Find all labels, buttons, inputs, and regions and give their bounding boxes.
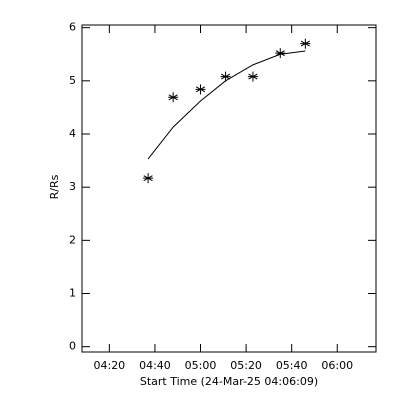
x-tick-label: 06:00	[321, 359, 353, 372]
data-point	[143, 173, 154, 184]
x-tick-label: 05:20	[230, 359, 262, 372]
data-point	[247, 71, 258, 82]
y-axis-label: R/Rs	[48, 174, 61, 199]
x-tick-label: 05:40	[276, 359, 308, 372]
data-point	[275, 48, 286, 59]
data-point	[220, 71, 231, 82]
y-tick-label: 6	[69, 21, 76, 34]
plot-frame	[81, 24, 377, 353]
fit-line	[147, 50, 306, 160]
y-tick-label: 3	[69, 180, 76, 193]
x-tick-label: 04:40	[139, 359, 171, 372]
y-tick-label: 2	[69, 233, 76, 246]
y-tick-label: 4	[69, 127, 76, 140]
y-tick-label: 5	[69, 74, 76, 87]
data-point	[168, 92, 179, 103]
y-tick-label: 1	[69, 287, 76, 300]
data-point	[195, 84, 206, 95]
x-tick-label: 04:20	[93, 359, 125, 372]
x-axis-label: Start Time (24-Mar-25 04:06:09)	[140, 375, 318, 388]
data-point	[300, 38, 311, 49]
x-tick-label: 05:00	[185, 359, 217, 372]
y-tick-label: 0	[69, 340, 76, 353]
